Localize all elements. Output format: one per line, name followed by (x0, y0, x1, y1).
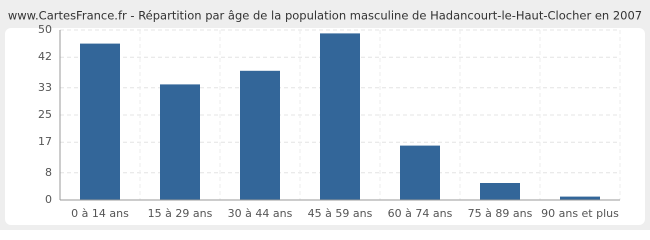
y-tick-label: 0 (45, 193, 52, 206)
bar (320, 33, 360, 201)
bar (80, 43, 120, 200)
x-tick-label: 75 à 89 ans (468, 207, 533, 220)
bar (240, 70, 280, 200)
x-tick-label: 45 à 59 ans (308, 207, 373, 220)
y-tick-label: 8 (45, 166, 52, 179)
x-tick-label: 60 à 74 ans (388, 207, 453, 220)
chart-title: www.CartesFrance.fr - Répartition par âg… (8, 9, 642, 23)
x-tick-label: 90 ans et plus (541, 207, 619, 220)
bar (560, 196, 600, 200)
bar (160, 84, 200, 200)
bar (400, 145, 440, 200)
y-tick-label: 33 (38, 81, 52, 94)
chart: www.CartesFrance.fr - Répartition par âg… (0, 0, 650, 230)
x-tick-label: 15 à 29 ans (148, 207, 213, 220)
bar (480, 183, 520, 200)
x-tick-label: 30 à 44 ans (228, 207, 293, 220)
y-tick-label: 17 (38, 135, 52, 148)
y-tick-label: 50 (38, 23, 52, 36)
x-tick-label: 0 à 14 ans (71, 207, 129, 220)
y-tick-label: 42 (38, 50, 52, 63)
y-tick-label: 25 (38, 108, 52, 121)
